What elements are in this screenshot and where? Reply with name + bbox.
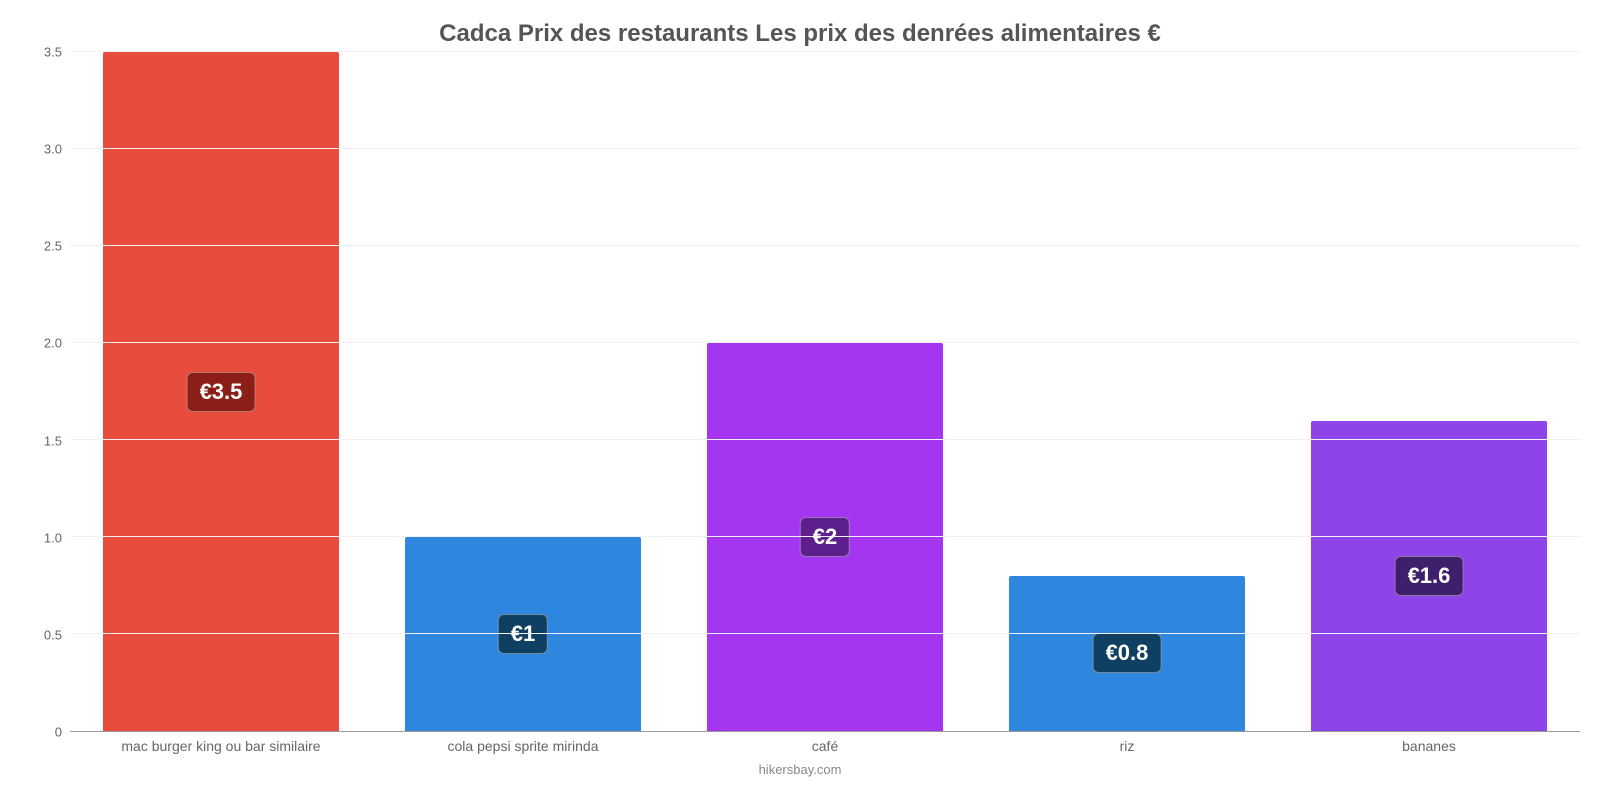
bars-group: €3.5 €1 €2 €0.8 €1.6 — [70, 52, 1580, 731]
gridline — [70, 439, 1580, 440]
y-tick-label: 1.5 — [44, 433, 62, 448]
bar-slot: €2 — [674, 52, 976, 731]
gridline — [70, 342, 1580, 343]
x-axis-label: riz — [976, 732, 1278, 754]
gridline — [70, 245, 1580, 246]
y-tick-label: 0.5 — [44, 627, 62, 642]
chart-footer: hikersbay.com — [20, 762, 1580, 777]
x-axis-label: mac burger king ou bar similaire — [70, 732, 372, 754]
x-axis-label: café — [674, 732, 976, 754]
y-tick-label: 1.0 — [44, 530, 62, 545]
x-axis-label: bananes — [1278, 732, 1580, 754]
chart-title: Cadca Prix des restaurants Les prix des … — [20, 20, 1580, 48]
bar: €1 — [405, 537, 641, 731]
gridline — [70, 51, 1580, 52]
gridline — [70, 536, 1580, 537]
y-tick-label: 3.0 — [44, 142, 62, 157]
bar-slot: €1.6 — [1278, 52, 1580, 731]
bar-slot: €3.5 — [70, 52, 372, 731]
y-tick-label: 2.0 — [44, 336, 62, 351]
bar: €1.6 — [1311, 421, 1547, 731]
value-badge: €1.6 — [1395, 556, 1464, 596]
x-axis: mac burger king ou bar similairecola pep… — [70, 732, 1580, 754]
y-axis: 00.51.01.52.02.53.03.5 — [20, 52, 70, 732]
y-tick-label: 3.5 — [44, 45, 62, 60]
gridline — [70, 148, 1580, 149]
plot-area: €3.5 €1 €2 €0.8 €1.6 — [70, 52, 1580, 732]
value-badge: €2 — [800, 517, 850, 557]
y-tick-label: 2.5 — [44, 239, 62, 254]
x-axis-label: cola pepsi sprite mirinda — [372, 732, 674, 754]
value-badge: €1 — [498, 614, 548, 654]
plot-wrapper: 00.51.01.52.02.53.03.5 €3.5€1€2€0.8€1.6 — [20, 52, 1580, 732]
value-badge: €0.8 — [1093, 633, 1162, 673]
price-bar-chart: Cadca Prix des restaurants Les prix des … — [20, 20, 1580, 780]
bar: €0.8 — [1009, 576, 1245, 731]
value-badge: €3.5 — [187, 372, 256, 412]
y-tick-label: 0 — [55, 725, 62, 740]
bar-slot: €0.8 — [976, 52, 1278, 731]
gridline — [70, 633, 1580, 634]
bar-slot: €1 — [372, 52, 674, 731]
bar: €2 — [707, 343, 943, 731]
bar: €3.5 — [103, 52, 339, 731]
